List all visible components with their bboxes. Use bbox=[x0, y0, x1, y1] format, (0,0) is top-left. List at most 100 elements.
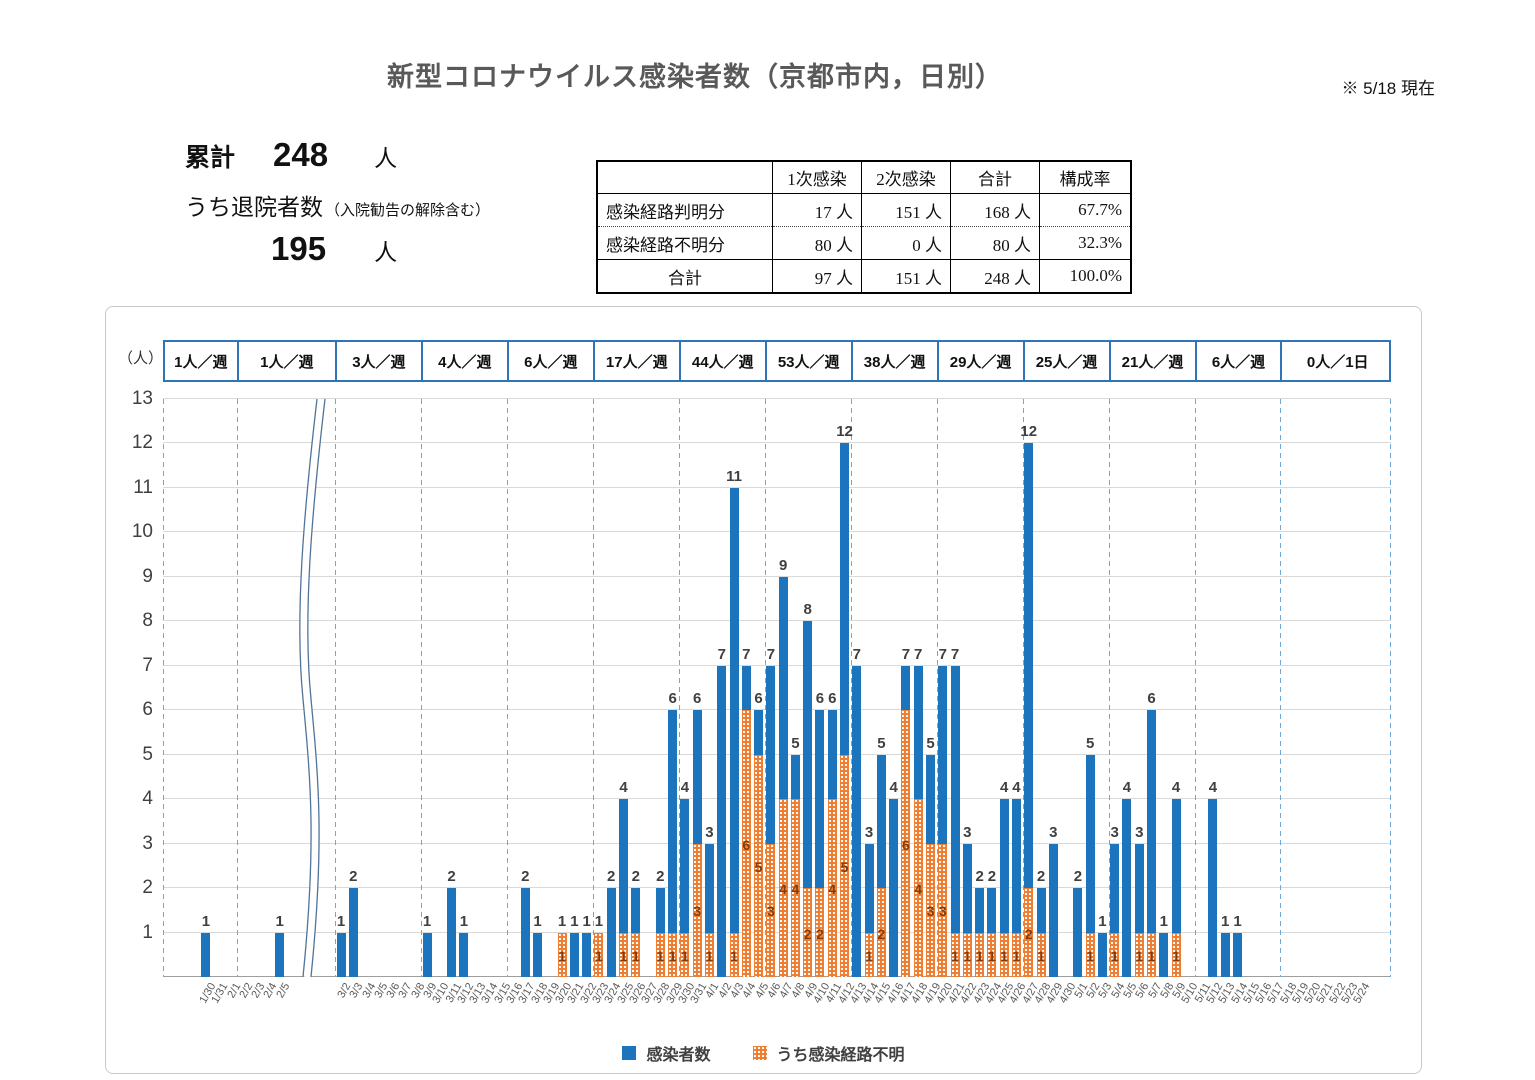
bar-value-label: 3 bbox=[1135, 823, 1144, 841]
bar-unknown-value-label: 5 bbox=[754, 858, 763, 875]
bar-total-segment bbox=[741, 665, 751, 711]
table-row-label: 感染経路不明分 bbox=[596, 226, 773, 260]
bar-total-segment bbox=[1147, 710, 1157, 933]
bar-value-label: 5 bbox=[791, 734, 800, 752]
bar-value-label: 5 bbox=[877, 734, 886, 752]
bar-unknown-value-label: 1 bbox=[951, 947, 959, 964]
table-cell-total: 248 人 bbox=[950, 259, 1040, 293]
discharged-label: うち退院者数 bbox=[185, 194, 323, 220]
bar-unknown-value-label: 1 bbox=[619, 947, 628, 964]
y-axis-tick-label: 8 bbox=[142, 610, 153, 632]
bar-unknown-value-label: 1 bbox=[1110, 947, 1119, 964]
bar-unknown-value-label: 2 bbox=[816, 925, 824, 942]
bar-value-label: 7 bbox=[914, 645, 923, 663]
bar-total-segment bbox=[704, 843, 714, 933]
bar-value-label: 7 bbox=[950, 645, 960, 663]
bar-unknown-segment bbox=[950, 932, 960, 977]
gridline bbox=[163, 709, 1391, 711]
bar-total-segment bbox=[619, 799, 628, 933]
bar-value-label: 2 bbox=[349, 868, 358, 886]
bar-total-segment bbox=[459, 932, 469, 977]
bar-unknown-segment bbox=[729, 932, 739, 977]
bar-value-label: 3 bbox=[864, 823, 874, 841]
gridline bbox=[163, 753, 1391, 755]
bar-unknown-segment bbox=[790, 799, 800, 977]
week-band-cell: 0人／1日 bbox=[1306, 353, 1369, 371]
bar-value-label: 6 bbox=[693, 690, 702, 708]
week-separator-line bbox=[592, 399, 594, 977]
gridline bbox=[163, 575, 1391, 577]
gridline bbox=[163, 620, 1391, 622]
y-axis-tick-label: 13 bbox=[131, 388, 153, 409]
week-band-cell: 17人／週 bbox=[595, 342, 681, 380]
bar-unknown-value-label: 3 bbox=[926, 903, 935, 920]
table-cell-primary: 17 人 bbox=[772, 193, 862, 227]
bar-unknown-value-label: 4 bbox=[828, 881, 837, 898]
week-band-cell: 44人／週 bbox=[681, 342, 767, 380]
bar-unknown-value-label: 5 bbox=[840, 858, 849, 875]
cumulative-value: 248 bbox=[273, 136, 329, 173]
bar-value-label: 4 bbox=[680, 779, 690, 797]
bar-total-segment bbox=[336, 932, 346, 977]
table-cell-primary: 97 人 bbox=[772, 259, 862, 293]
y-axis-tick-label: 7 bbox=[142, 654, 153, 676]
y-axis-tick-label: 9 bbox=[142, 565, 153, 587]
bar-total-segment bbox=[901, 665, 911, 711]
bar-value-label: 2 bbox=[1036, 868, 1046, 886]
y-axis-tick-label: 10 bbox=[131, 521, 153, 543]
bar-unknown-segment bbox=[1110, 932, 1120, 977]
bar-unknown-segment bbox=[594, 932, 604, 977]
bar-unknown-segment bbox=[840, 754, 850, 977]
bar-value-label: 2 bbox=[656, 868, 665, 886]
bar-unknown-segment bbox=[1024, 888, 1034, 977]
table-row-label: 感染経路判明分 bbox=[596, 193, 773, 227]
bar-unknown-value-label: 1 bbox=[730, 947, 738, 964]
table-cell-ratio: 32.3% bbox=[1039, 226, 1132, 260]
summary-stats: 累計 248 人 うち退院者数 （入院勧告の解除含む） 195 人 bbox=[185, 136, 490, 268]
week-band-cell: 1人／週 bbox=[165, 342, 239, 380]
bar-total-segment bbox=[1208, 799, 1218, 977]
y-axis-tick-label: 3 bbox=[142, 832, 153, 854]
bar-value-label: 8 bbox=[803, 601, 812, 619]
cumulative-unit: 人 bbox=[374, 145, 398, 171]
table-header-primary: 1次感染 bbox=[772, 161, 862, 194]
bar-unknown-segment bbox=[1171, 932, 1181, 977]
bar-value-label: 2 bbox=[987, 868, 997, 886]
bar-value-label: 1 bbox=[570, 912, 579, 930]
bar-value-label: 4 bbox=[619, 779, 628, 797]
bar-total-segment bbox=[1171, 799, 1181, 933]
week-separator-line bbox=[420, 399, 422, 977]
bar-value-label: 6 bbox=[815, 690, 825, 708]
bar-value-label: 6 bbox=[754, 690, 763, 708]
bar-unknown-segment bbox=[815, 888, 825, 977]
bar-unknown-segment bbox=[987, 932, 997, 977]
bar-value-label: 3 bbox=[1049, 823, 1058, 841]
table-header-blank bbox=[596, 161, 773, 194]
week-band-cell: 4人／週 bbox=[423, 342, 509, 380]
bar-unknown-value-label: 1 bbox=[1012, 947, 1021, 964]
bar-total-segment bbox=[655, 888, 665, 933]
bar-unknown-segment bbox=[803, 888, 813, 977]
bar-unknown-value-label: 1 bbox=[1172, 947, 1180, 964]
bar-value-label: 1 bbox=[594, 912, 604, 930]
week-separator-line bbox=[850, 399, 852, 977]
bar-value-label: 5 bbox=[926, 734, 935, 752]
weekly-count-band: 1人／週 1人／週 3人／週 4人／週 6人／週 17人／週 44人／週 53人／週 38人／週… bbox=[163, 340, 1391, 382]
bar-unknown-value-label: 1 bbox=[656, 947, 665, 964]
discharged-note: （入院勧告の解除含む） bbox=[325, 202, 491, 219]
table-cell-ratio: 100.0% bbox=[1039, 259, 1132, 293]
bar-unknown-value-label: 1 bbox=[1086, 947, 1095, 964]
bar-value-label: 1 bbox=[557, 912, 567, 930]
week-separator-line bbox=[334, 399, 336, 977]
bar-unknown-segment bbox=[680, 932, 690, 977]
bar-total-segment bbox=[1134, 843, 1144, 933]
bar-total-segment bbox=[569, 932, 579, 977]
discharged-unit: 人 bbox=[374, 239, 398, 265]
week-band-cell: 6人／週 bbox=[1197, 342, 1283, 380]
bar-total-segment bbox=[999, 799, 1009, 933]
bar-total-segment bbox=[717, 665, 727, 977]
gridline bbox=[163, 798, 1391, 800]
week-band-cell: 53人／週 bbox=[767, 342, 853, 380]
bar-value-label: 2 bbox=[631, 868, 640, 886]
